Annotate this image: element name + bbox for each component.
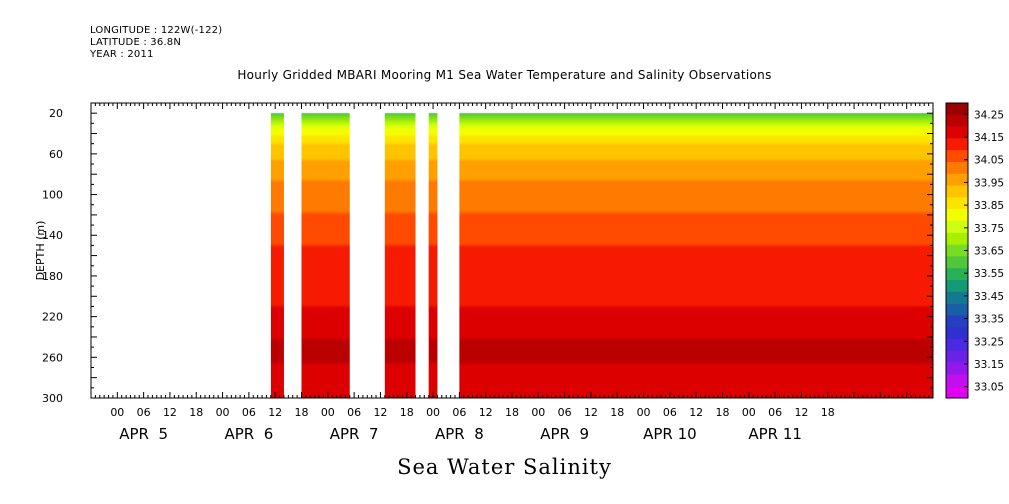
x-tick-label: 06 [347, 406, 361, 419]
colorbar-swatch [946, 339, 968, 352]
x-tick-label: 06 [663, 406, 677, 419]
x-tick-label: 18 [189, 406, 203, 419]
x-tick-label: 12 [689, 406, 703, 419]
x-tick-label: 18 [610, 406, 624, 419]
colorbar-swatch [946, 244, 968, 257]
x-tick-label: 12 [584, 406, 598, 419]
colorbar-swatch [946, 280, 968, 293]
x-tick-label: 00 [426, 406, 440, 419]
colorbar-swatch [946, 185, 968, 198]
x-tick-label: 00 [742, 406, 756, 419]
colorbar-swatch [946, 126, 968, 139]
colorbar-swatch [946, 374, 968, 387]
x-tick-label: 12 [163, 406, 177, 419]
x-tick-label: 00 [637, 406, 651, 419]
colorbar-swatch [946, 114, 968, 127]
colorbar-label: 34.05 [974, 155, 1004, 167]
x-day-label: APR 6 [224, 425, 273, 443]
y-tick-label: 20 [49, 107, 63, 120]
chart-title: Hourly Gridded MBARI Mooring M1 Sea Wate… [237, 68, 772, 82]
colorbar-swatch [946, 303, 968, 316]
x-tick-label: 00 [216, 406, 230, 419]
colorbar-label: 33.25 [974, 336, 1004, 348]
missing-data-gap [283, 103, 302, 398]
missing-data-gap [91, 103, 271, 398]
colorbar-label: 33.65 [974, 246, 1004, 258]
x-day-label: APR 7 [330, 425, 379, 443]
colorbar-swatch [946, 162, 968, 175]
y-tick-label: 180 [42, 270, 63, 283]
x-tick-label: 18 [821, 406, 835, 419]
x-tick-label: 18 [716, 406, 730, 419]
colorbar-label: 33.45 [974, 291, 1004, 303]
x-day-label: APR 10 [643, 425, 697, 443]
colorbar-label: 33.75 [974, 223, 1004, 235]
y-tick-label: 300 [42, 392, 63, 405]
colorbar-swatch [946, 327, 968, 340]
colorbar-label: 33.85 [974, 200, 1004, 212]
colorbar-swatch [946, 138, 968, 151]
colorbar-swatch [946, 350, 968, 363]
colorbar-swatch [946, 386, 968, 399]
colorbar-label: 33.55 [974, 268, 1004, 280]
x-tick-label: 06 [768, 406, 782, 419]
x-tick-label: 00 [531, 406, 545, 419]
colorbar-label: 33.15 [974, 359, 1004, 371]
colorbar-label: 33.35 [974, 314, 1004, 326]
x-day-label: APR 9 [540, 425, 589, 443]
latitude-label: LATITUDE : 36.8N [90, 37, 182, 48]
x-tick-label: 12 [268, 406, 282, 419]
colorbar-swatch [946, 362, 968, 375]
colorbar-swatch [946, 173, 968, 186]
x-tick-label: 06 [452, 406, 466, 419]
y-tick-label: 220 [42, 311, 63, 324]
y-tick-label: 100 [42, 189, 63, 202]
x-tick-label: 06 [558, 406, 572, 419]
colorbar-swatch [946, 197, 968, 210]
x-tick-label: 06 [242, 406, 256, 419]
x-tick-label: 06 [137, 406, 151, 419]
missing-data-gap [349, 103, 385, 398]
x-tick-label: 00 [321, 406, 335, 419]
y-tick-label: 260 [42, 351, 63, 364]
x-tick-label: 18 [400, 406, 414, 419]
colorbar-swatch [946, 103, 968, 116]
missing-data-gap [437, 103, 460, 398]
y-tick-label: 60 [49, 148, 63, 161]
colorbar-swatch [946, 232, 968, 245]
colorbar-swatch [946, 315, 968, 328]
colorbar-swatch [946, 209, 968, 222]
x-tick-label: 18 [505, 406, 519, 419]
y-axis-label: DEPTH (m) [34, 221, 47, 281]
colorbar-swatch [946, 256, 968, 269]
x-tick-label: 12 [479, 406, 493, 419]
year-label: YEAR : 2011 [90, 49, 154, 60]
x-tick-label: 12 [373, 406, 387, 419]
colorbar-label: 34.15 [974, 132, 1004, 144]
variable-title: Sea Water Salinity [397, 455, 612, 479]
y-tick-label: 140 [42, 229, 63, 242]
x-tick-label: 00 [110, 406, 124, 419]
x-day-label: APR 11 [748, 425, 802, 443]
colorbar-swatch [946, 291, 968, 304]
colorbar-label: 33.95 [974, 177, 1004, 189]
x-day-label: APR 8 [435, 425, 484, 443]
longitude-label: LONGITUDE : 122W(-122) [90, 25, 223, 36]
colorbar-swatch [946, 268, 968, 281]
colorbar-swatch [946, 150, 968, 163]
missing-data-gap [415, 103, 429, 398]
x-day-label: APR 5 [119, 425, 168, 443]
colorbar-label: 34.25 [974, 109, 1004, 121]
x-tick-label: 18 [295, 406, 309, 419]
x-tick-label: 12 [794, 406, 808, 419]
colorbar-label: 33.05 [974, 382, 1004, 394]
colorbar-swatch [946, 221, 968, 234]
